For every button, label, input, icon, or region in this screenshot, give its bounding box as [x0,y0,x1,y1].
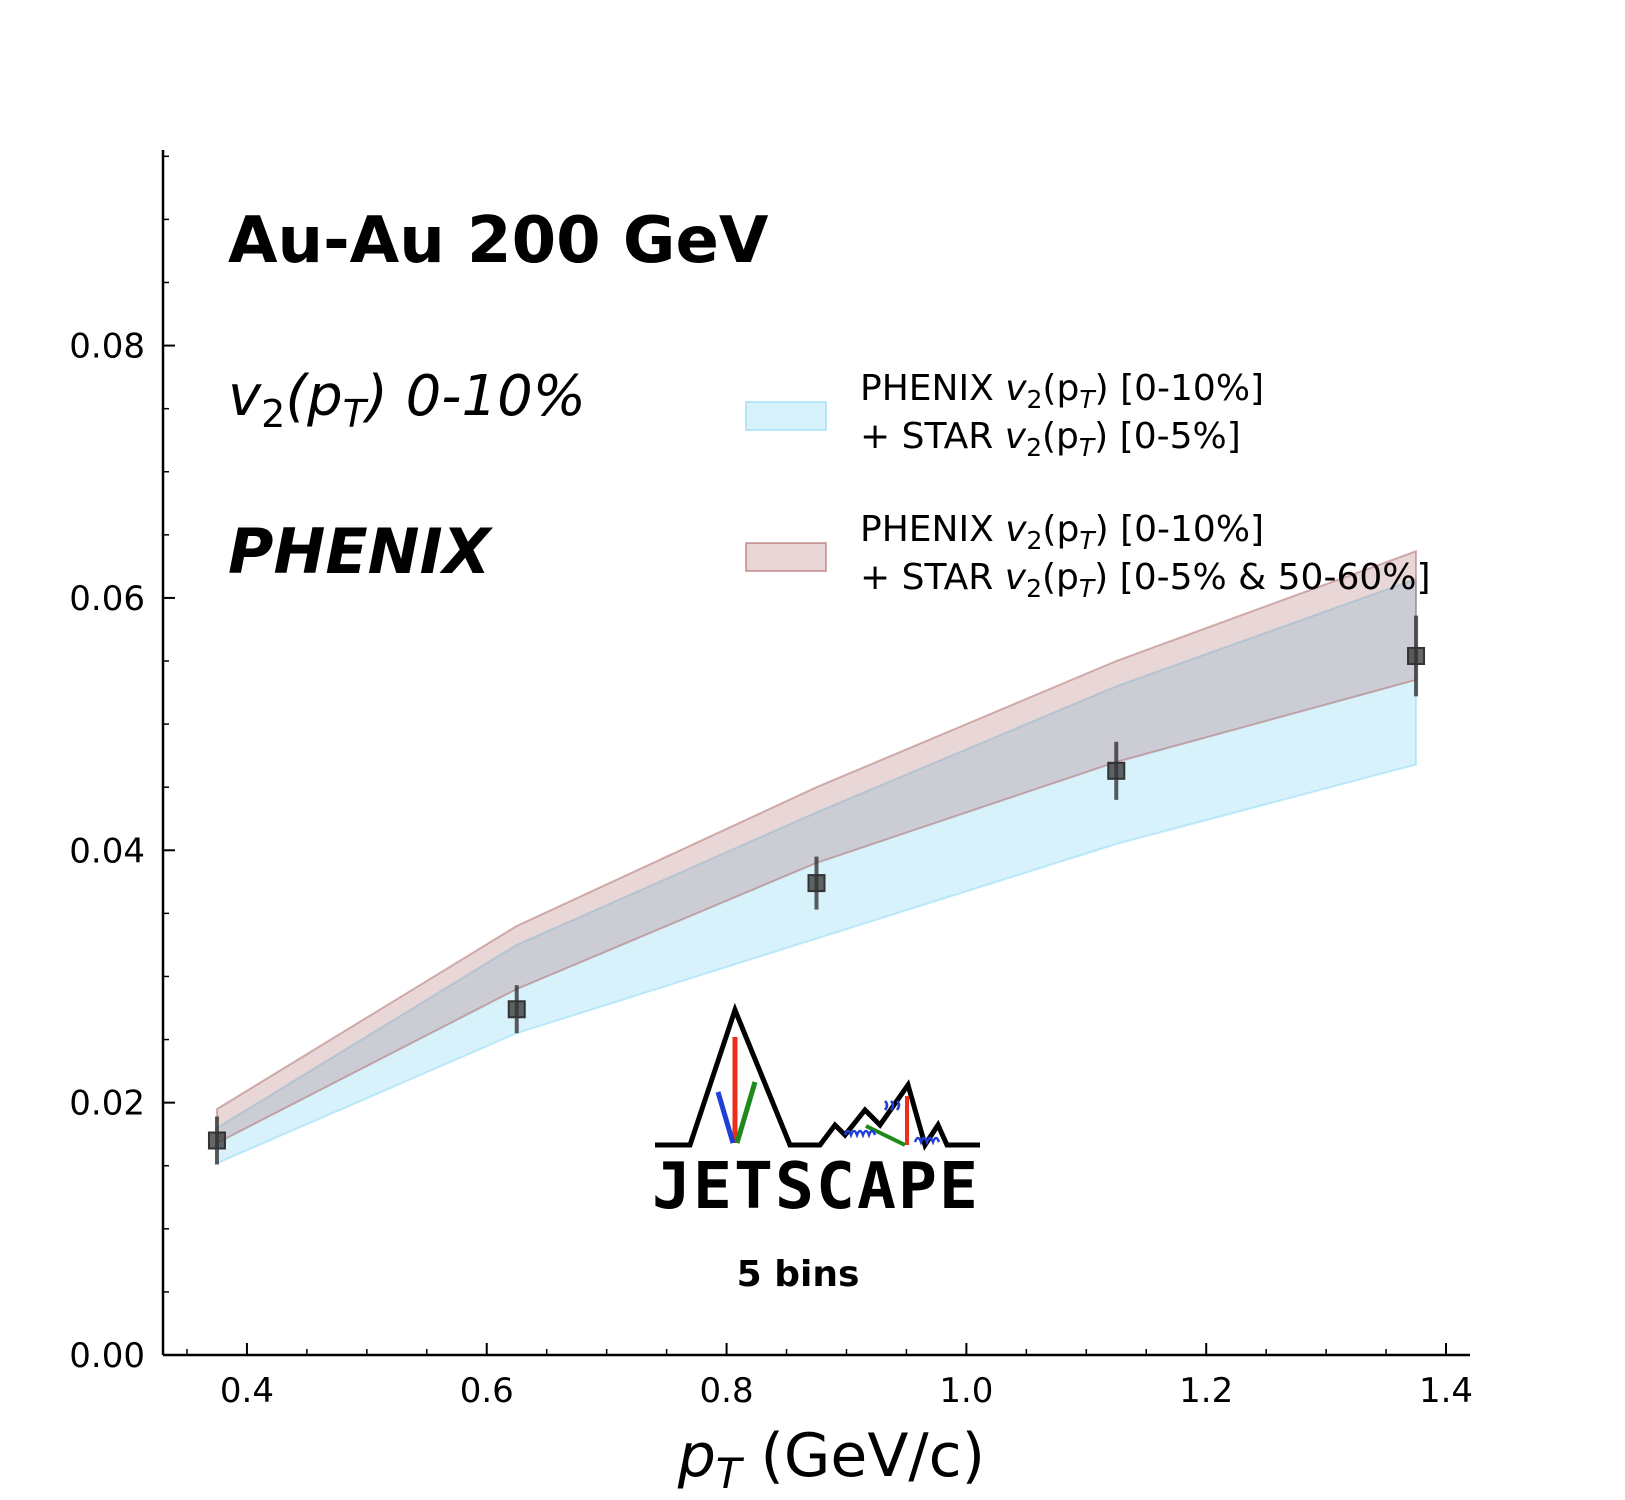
chart-subtitle: v2(pT) 0-10% [228,364,586,436]
experiment-label: PHENIX [228,515,494,588]
points-layer [207,615,1426,1165]
legend-swatch-red [745,542,827,572]
legend0-l2-post: ) [0-5%] [1094,416,1241,457]
logo-green-jet-icon [734,1081,758,1144]
legend0-l1-post: ) [0-10%] [1095,368,1265,409]
legend-label-1-line1: PHENIX v2(pT) [0-10%] [860,509,1264,555]
legend1-l1-pre: PHENIX [860,509,1005,550]
legend1-l1-sub2: 2 [1027,526,1043,555]
x-tick-label: 0.4 [220,1371,274,1411]
y-tick-label: 0.04 [69,831,145,871]
legend1-l1-v: v [1005,509,1027,550]
legend-label-0-line1: PHENIX v2(pT) [0-10%] [860,368,1264,414]
x-axis-label: pT (GeV/c) [677,1421,985,1498]
x-tick-label: 1.4 [1419,1371,1473,1411]
bins-caption: 5 bins [737,1254,860,1295]
legend-label-1-line2: + STAR v2(pT) [0-5% & 50-60%] [860,557,1431,603]
y-tick-label: 0.08 [69,327,145,367]
subtitle-open: (p [285,364,342,429]
legend1-l1-subT: T [1079,526,1096,555]
logo-green-jet-small-icon [865,1124,906,1147]
subtitle-close: ) 0-10% [362,364,586,429]
data-point [1407,646,1426,665]
data-point [807,874,826,893]
x-tick-label: 0.8 [700,1371,754,1411]
logo-gluon-left-icon [843,1129,877,1139]
legend1-l2-subT: T [1079,574,1096,603]
logo-blue-jet-icon [715,1091,736,1144]
xlabel-rest: (GeV/c) [741,1421,985,1491]
legend0-l2-subT: T [1079,433,1096,462]
subtitle-subT: T [343,392,369,436]
axes-layer [161,150,1470,1357]
x-tick-label: 1.0 [939,1371,993,1411]
x-tick-label: 0.6 [460,1371,514,1411]
legend: PHENIX v2(pT) [0-10%] + STAR v2(pT) [0-5… [745,368,1431,603]
legend-label-0-line2: + STAR v2(pT) [0-5%] [860,416,1241,462]
y-tick-label: 0.06 [69,579,145,619]
logo-gluon-mid-icon [883,1100,901,1111]
ticks-layer: 0.4 0.6 0.8 1.0 1.2 1.4 0.00 0.02 0.04 0.06 0.08 [69,155,1473,1411]
legend1-l2-post: ) [0-5% & 50-60%] [1094,557,1430,598]
xlabel-p: p [677,1421,716,1491]
legend1-l2-open: (p [1042,557,1079,598]
data-point [1107,761,1126,780]
legend1-l2-sub2: 2 [1026,574,1042,603]
legend0-l1-open: (p [1042,368,1079,409]
legend0-l1-sub2: 2 [1027,385,1043,414]
subtitle-sub2: 2 [261,392,285,436]
legend0-l2-open: (p [1042,416,1079,457]
legend1-l1-open: (p [1042,509,1079,550]
chart-title: Au-Au 200 GeV [228,204,769,278]
x-tick-label: 1.2 [1179,1371,1233,1411]
data-point [207,1131,226,1150]
legend0-l1-v: v [1005,368,1027,409]
legend0-l1-subT: T [1079,385,1096,414]
data-point [507,1000,526,1019]
legend0-l2-pre: + STAR [860,416,1005,457]
subtitle-v: v [228,364,262,429]
legend1-l2-pre: + STAR [860,557,1005,598]
logo-mountain-icon [655,1002,980,1151]
y-tick-label: 0.00 [69,1336,145,1376]
jetscape-logo: JETSCAPE 5 bins [652,1002,980,1295]
legend1-l2-v: v [1005,557,1027,598]
legend-swatch-blue [745,401,827,431]
logo-wordmark: JETSCAPE [652,1150,980,1224]
legend0-l1-pre: PHENIX [860,368,1005,409]
legend1-l1-post: ) [0-10%] [1095,509,1265,550]
xlabel-subT: T [716,1449,745,1498]
y-tick-label: 0.02 [69,1084,145,1124]
legend0-l2-v: v [1005,416,1027,457]
legend0-l2-sub2: 2 [1026,433,1042,462]
logo-gluon-right-icon [913,1136,941,1146]
